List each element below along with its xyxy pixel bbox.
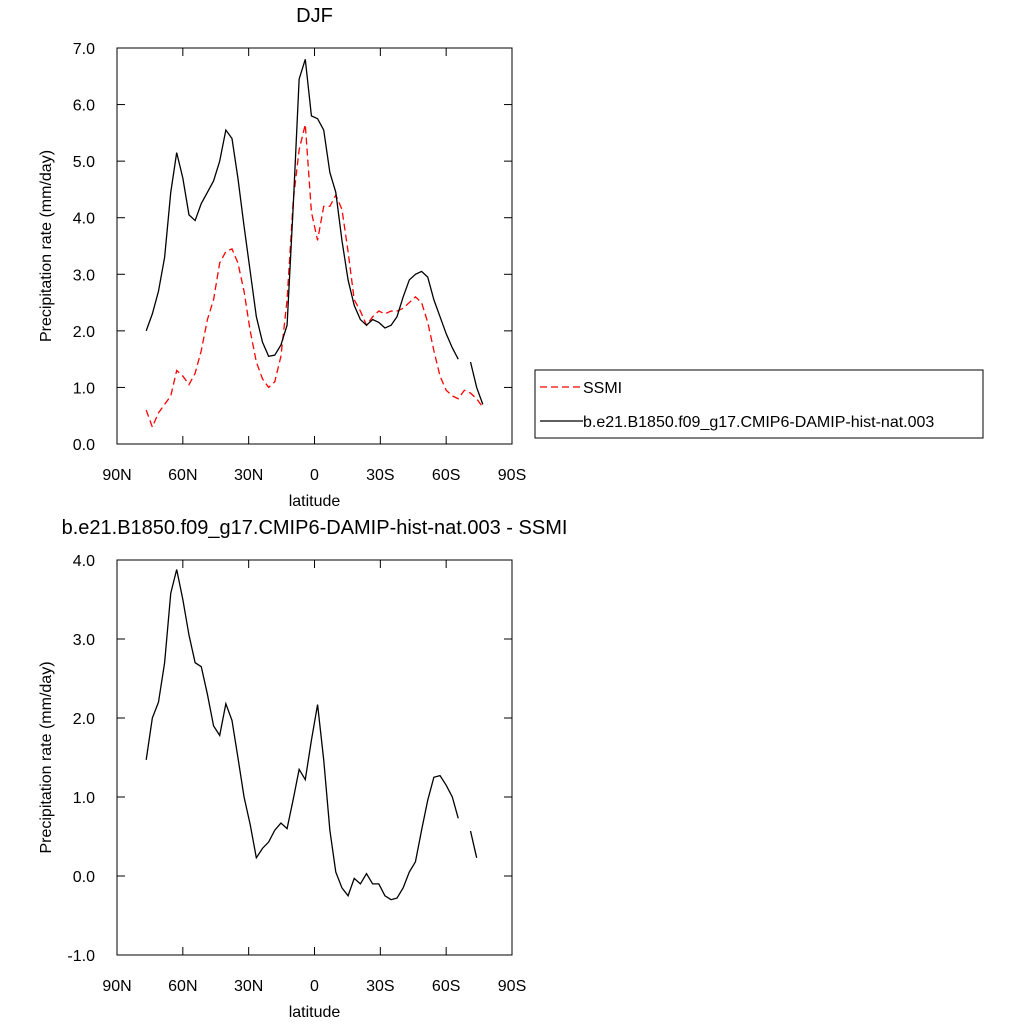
- y-tick-label: 2.0: [73, 324, 95, 341]
- chart-title: DJF: [296, 5, 333, 27]
- x-tick-label: 90N: [102, 467, 131, 484]
- legend-label: SSMI: [583, 380, 622, 397]
- y-tick-label: 1.0: [73, 380, 95, 397]
- y-tick-label: 3.0: [73, 267, 95, 284]
- y-axis-label: Precipitation rate (mm/day): [38, 661, 55, 853]
- x-tick-label: 60N: [168, 978, 197, 995]
- x-tick-label: 0: [310, 978, 319, 995]
- y-tick-label: 2.0: [73, 711, 95, 728]
- y-tick-label: 4.0: [73, 553, 95, 570]
- x-tick-label: 90S: [498, 978, 526, 995]
- y-tick-label: 6.0: [73, 98, 95, 115]
- y-tick-label: 0.0: [73, 869, 95, 886]
- y-tick-label: 0.0: [73, 437, 95, 454]
- y-axis-label: Precipitation rate (mm/day): [38, 150, 55, 342]
- x-tick-label: 30N: [234, 467, 263, 484]
- y-tick-label: -1.0: [67, 948, 95, 965]
- x-tick-label: 60N: [168, 467, 197, 484]
- y-tick-label: 1.0: [73, 790, 95, 807]
- x-tick-label: 90N: [102, 978, 131, 995]
- x-tick-label: 30N: [234, 978, 263, 995]
- legend-box: [534, 369, 984, 439]
- y-tick-label: 4.0: [73, 211, 95, 228]
- x-axis-label: latitude: [289, 493, 341, 510]
- plot-frame: [116, 559, 513, 956]
- legend-label: b.e21.B1850.f09_g17.CMIP6-DAMIP-hist-nat…: [583, 414, 934, 431]
- x-tick-label: 60S: [432, 467, 460, 484]
- x-tick-label: 0: [310, 467, 319, 484]
- y-tick-label: 7.0: [73, 41, 95, 58]
- x-tick-label: 60S: [432, 978, 460, 995]
- x-tick-label: 30S: [366, 467, 394, 484]
- y-tick-label: 5.0: [73, 154, 95, 171]
- x-tick-label: 30S: [366, 978, 394, 995]
- y-tick-label: 3.0: [73, 632, 95, 649]
- x-tick-label: 90S: [498, 467, 526, 484]
- x-axis-label: latitude: [289, 1004, 341, 1021]
- series-line: [145, 124, 484, 429]
- plot-frame: [116, 47, 513, 445]
- chart-title: b.e21.B1850.f09_g17.CMIP6-DAMIP-hist-nat…: [62, 517, 568, 539]
- series-line: [145, 59, 484, 405]
- series-line: [145, 569, 478, 901]
